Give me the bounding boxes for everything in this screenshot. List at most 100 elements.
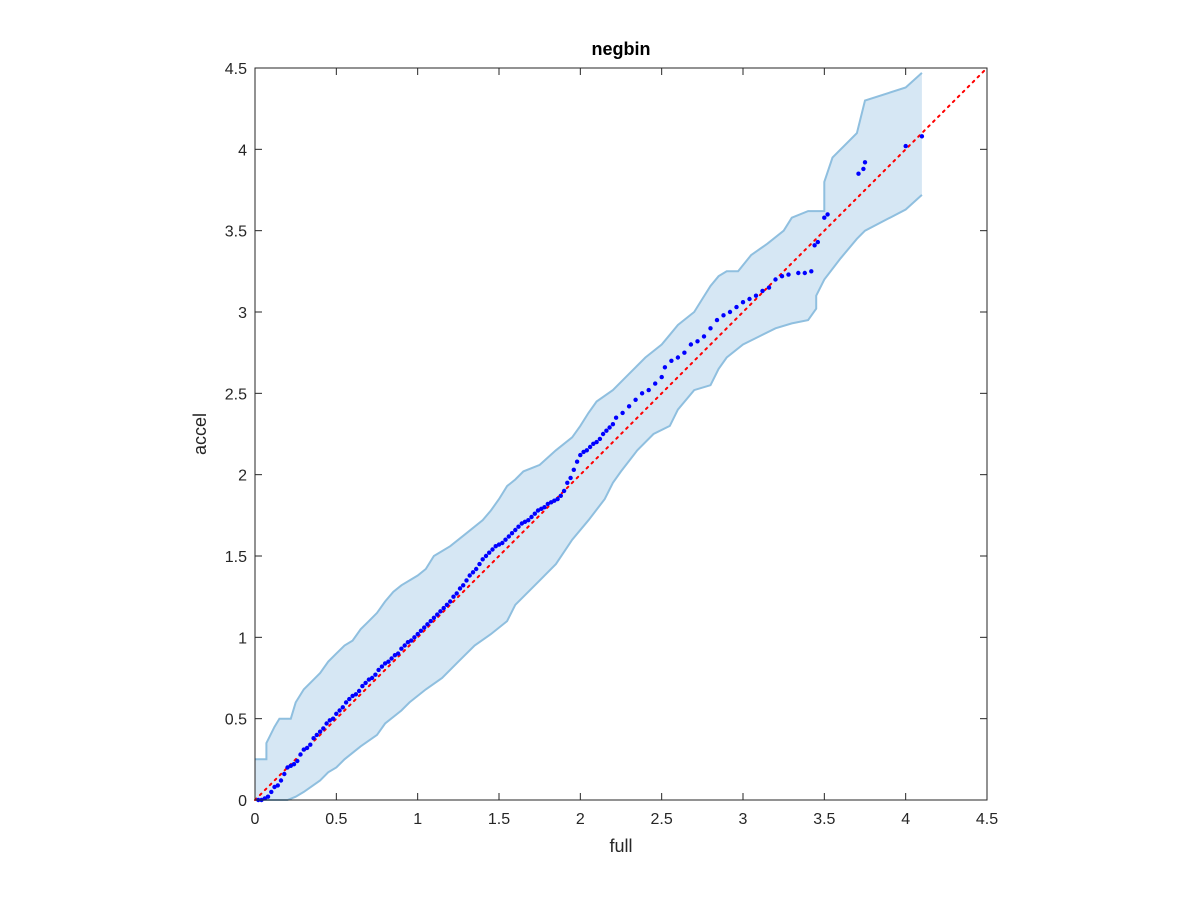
data-point [317,729,323,734]
data-point [620,410,625,416]
data-point [448,599,453,604]
data-point [516,524,521,529]
data-point [291,762,297,767]
data-point [301,747,306,752]
data-point [653,381,658,386]
data-point [340,705,345,710]
data-point [903,143,908,149]
y-axis-label: accel [190,413,210,455]
data-point [856,171,861,176]
data-point [695,339,700,344]
reference-line [254,67,988,801]
y-tick-label: 3 [238,305,247,322]
data-point [379,664,385,669]
data-point [477,561,482,567]
data-point [558,493,563,498]
data-point [506,534,511,539]
data-point [304,745,310,751]
data-point [265,794,271,799]
data-point [490,547,495,552]
y-tick-label: 1.5 [225,549,247,566]
data-point [682,350,687,355]
data-point [526,518,531,523]
data-point [613,415,619,420]
data-point [298,752,303,757]
y-tick-label: 4 [238,142,247,159]
plot-frame [254,67,988,801]
data-point [457,586,463,591]
data-point [662,365,668,370]
data-point [708,326,713,331]
data-point [415,631,420,637]
y-tick-label: 2 [238,468,247,485]
data-point [532,511,537,516]
data-point [428,618,433,624]
data-point [467,573,472,578]
data-point [483,553,489,559]
data-point [402,643,407,648]
x-tick-label: 4 [901,811,910,828]
data-point [919,134,925,139]
data-point [535,508,541,513]
data-point [600,431,606,437]
data-point [542,505,547,510]
x-tick-label: 3 [739,811,748,828]
x-tick-label: 4.5 [976,811,998,828]
data-point [350,693,355,699]
band-fill [255,72,922,800]
data-point [275,783,280,788]
x-axis-ticks: 0 0.5 1 1.5 2 2.5 3 3.5 4 4.5 [251,68,998,828]
y-tick-label: 3.5 [225,224,247,241]
data-point [825,212,830,217]
data-point [721,313,726,318]
x-tick-label: 2 [576,811,585,828]
data-point [669,358,674,363]
data-point [571,467,576,472]
data-point [822,215,827,220]
data-point [766,285,772,290]
data-point [412,635,417,640]
data-point [438,609,443,614]
data-point [496,542,502,547]
data-point [809,269,814,274]
data-point [604,428,609,433]
data-point [376,667,381,673]
data-point [796,270,801,276]
data-point [470,570,476,575]
data-point [545,501,550,507]
y-tick-label: 4.5 [225,61,247,78]
x-tick-label: 1 [413,811,422,828]
data-point [509,531,515,536]
data-point [285,765,290,770]
data-point [584,448,589,453]
data-point [422,625,427,630]
data-point [418,628,424,633]
data-point [688,342,694,347]
data-point [565,480,570,485]
data-point [607,425,612,430]
data-point [727,309,733,315]
data-point [594,439,599,445]
data-point [282,771,287,777]
data-point [591,441,596,446]
data-point [493,544,498,549]
data-point [779,274,785,279]
data-point [295,758,300,764]
data-point [714,317,720,323]
band-upper-edge [255,72,923,761]
data-point [555,496,560,502]
data-point [574,459,580,464]
data-point [701,334,707,339]
data-point [308,742,313,747]
data-point [444,602,450,607]
y-tick-label: 1 [238,630,247,647]
x-axis-label: full [609,836,632,856]
data-point [773,277,778,282]
data-point [386,659,391,664]
data-point [753,293,759,298]
data-point [373,672,378,677]
data-point [389,656,394,661]
data-point [587,444,593,450]
data-point [405,640,411,645]
data-point [382,661,388,666]
